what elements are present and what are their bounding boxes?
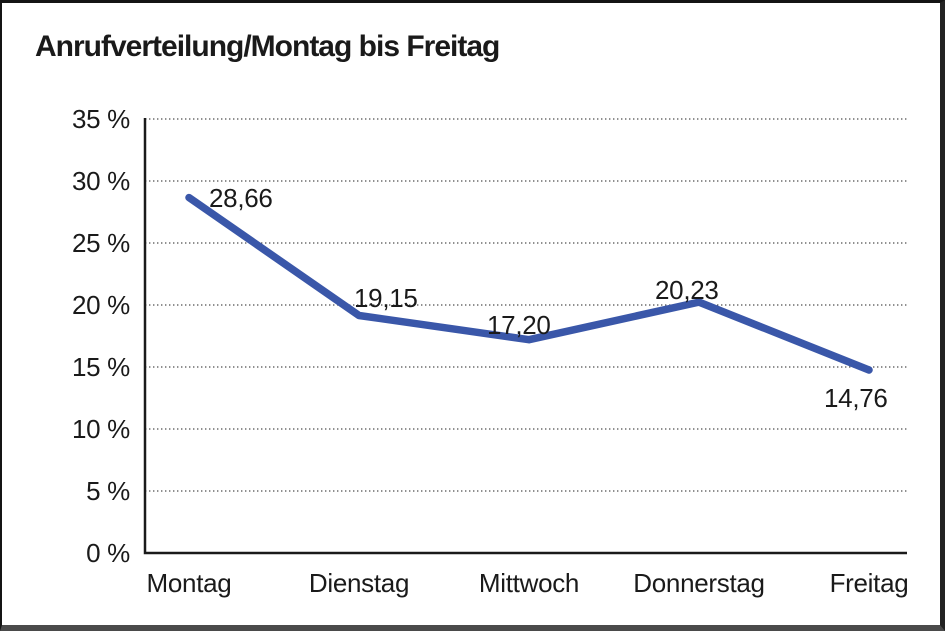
y-axis-tick-label: 15 % <box>71 352 130 382</box>
x-axis-category-label: Dienstag <box>308 568 410 598</box>
x-axis-category-label: Donnerstag <box>633 568 765 598</box>
plot-svg <box>143 118 907 555</box>
y-axis-tick-label: 25 % <box>71 228 130 258</box>
x-axis-category-label: Freitag <box>829 568 909 598</box>
x-axis-category-label: Mittwoch <box>478 568 580 598</box>
y-axis-tick-label: 30 % <box>71 166 130 196</box>
y-axis-tick-label: 0 % <box>86 538 130 568</box>
y-axis-tick-label: 5 % <box>86 476 130 506</box>
chart-title: Anrufverteilung/Montag bis Freitag <box>35 30 500 63</box>
y-axis-tick-label: 20 % <box>71 290 130 320</box>
data-point-label: 28,66 <box>209 182 273 213</box>
axis-lines <box>143 118 907 555</box>
x-axis-category-label: Montag <box>146 568 232 598</box>
data-point-label: 19,15 <box>354 282 418 313</box>
data-point-label: 14,76 <box>824 382 888 413</box>
y-axis-tick-label: 35 % <box>71 104 130 134</box>
data-point-label: 20,23 <box>655 275 719 306</box>
data-point-label: 17,20 <box>487 309 551 340</box>
series-line <box>185 193 873 374</box>
y-axis-tick-label: 10 % <box>71 414 130 444</box>
